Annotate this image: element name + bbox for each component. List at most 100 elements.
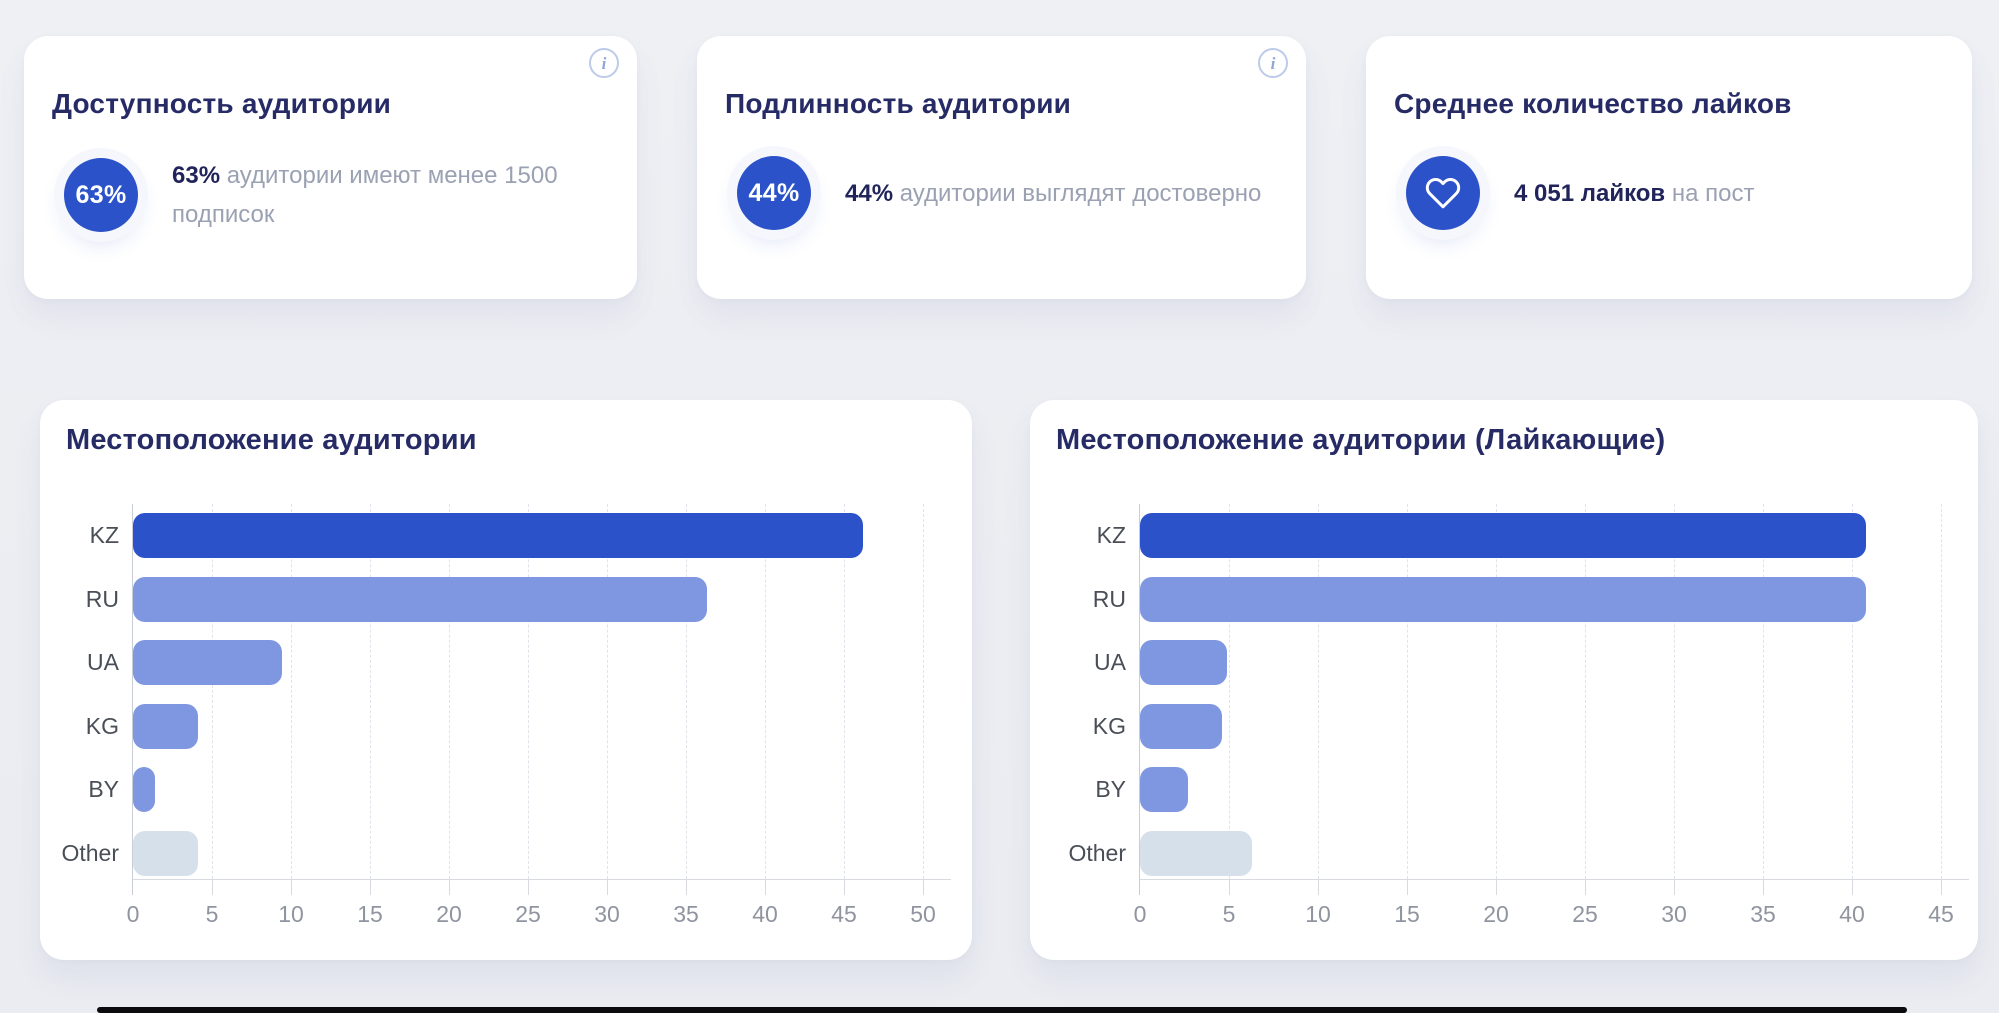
card-title: Доступность аудитории <box>52 88 392 119</box>
x-tick-label: 15 <box>357 901 383 927</box>
gridline <box>1852 504 1853 879</box>
gridline <box>765 504 766 879</box>
axis-tick <box>923 879 924 895</box>
y-category-label: KG <box>85 712 119 739</box>
x-tick-label: 10 <box>278 901 304 927</box>
x-tick-label: 35 <box>1750 901 1776 927</box>
axis-tick <box>528 879 529 895</box>
axis-tick <box>1318 879 1319 895</box>
x-tick-label: 0 <box>1133 901 1147 927</box>
gridline <box>1941 504 1942 879</box>
card-audience-availability: Доступность аудитории i 63% 63% аудитори… <box>24 36 637 299</box>
x-axis-line <box>1140 879 1969 880</box>
gridline <box>844 504 845 879</box>
axis-tick <box>449 879 450 895</box>
plot: 0 5 10 15 20 25 30 35 40 45 KZ RU UA KG BY Other <box>1068 504 1969 927</box>
x-tick-label: 20 <box>1483 901 1509 927</box>
y-axis-line <box>132 504 133 895</box>
gridline <box>1406 504 1408 879</box>
stat-value: 44% <box>845 179 894 207</box>
plot: 0 5 10 15 20 25 30 35 40 45 50 KZ RU UA KG BY Other <box>61 504 951 927</box>
stat-row: 44% 44% аудитории выглядят достоверно <box>737 156 1305 230</box>
info-icon[interactable]: i <box>589 48 619 78</box>
x-tick-label: 5 <box>1222 901 1236 927</box>
gridline <box>1673 504 1675 879</box>
gridline <box>1496 504 1497 879</box>
axis-tick <box>291 879 292 895</box>
chart-title: Местоположение аудитории <box>66 424 477 456</box>
axis-tick <box>1763 879 1764 895</box>
percent-badge: 44% <box>737 156 811 230</box>
card-average-likes: Среднее количество лайков 4 051 лайков н… <box>1366 36 1972 299</box>
stat-row: 63% 63% аудитории имеют менее 1500 подпи… <box>64 156 602 234</box>
gridline <box>1229 504 1230 879</box>
axis-tick <box>1585 879 1586 895</box>
stat-description: аудитории имеют менее 1500 подписок <box>172 162 558 228</box>
bar-ua <box>133 640 282 685</box>
bar-ru <box>1140 576 1867 622</box>
stat-text: 4 051 лайков на пост <box>1514 174 1944 213</box>
y-category-label: KZ <box>1096 522 1126 548</box>
y-category-label: RU <box>85 585 119 612</box>
bar-kz <box>133 513 863 558</box>
stat-text: 44% аудитории выглядят достоверно <box>845 174 1305 213</box>
bar-kz <box>1140 513 1867 558</box>
axis-tick <box>1496 879 1497 895</box>
y-category-label: UA <box>1094 649 1126 675</box>
y-category-label: RU <box>1092 585 1126 612</box>
card-audience-authenticity: Подлинность аудитории i 44% 44% аудитори… <box>697 36 1306 299</box>
y-category-label: Other <box>1068 839 1126 866</box>
stat-description: на пост <box>1665 179 1755 207</box>
stat-value: 63% <box>172 162 221 189</box>
gridline <box>923 504 924 879</box>
gridline <box>1318 504 1319 879</box>
y-category-label: UA <box>87 649 119 675</box>
gridline <box>1585 504 1586 879</box>
bar-by <box>1140 767 1189 812</box>
chart-card-audience-location-likers: Местоположение аудитории (Лайкающие) 0 5 1… <box>1030 400 1978 960</box>
chart-card-audience-location: Местоположение аудитории 0 5 10 15 20 25 30 35 4… <box>40 400 972 960</box>
axis-tick <box>844 879 845 895</box>
y-category-label: BY <box>88 776 119 802</box>
y-category-label: KZ <box>89 522 119 548</box>
bar-by <box>133 767 156 812</box>
bar-other <box>133 830 198 876</box>
x-axis-line <box>133 879 951 880</box>
gridline <box>1763 504 1764 879</box>
y-category-label: Other <box>61 839 119 866</box>
x-tick-label: 30 <box>594 901 620 927</box>
bottom-edge-bar <box>97 1007 1907 1013</box>
x-tick-label: 30 <box>1661 901 1687 927</box>
x-tick-label: 0 <box>126 901 140 927</box>
axis-tick <box>212 879 213 895</box>
axis-tick <box>1673 879 1675 895</box>
heart-badge <box>1406 156 1480 230</box>
x-tick-label: 15 <box>1394 901 1420 927</box>
x-tick-label: 5 <box>205 901 219 927</box>
heart-icon <box>1425 178 1461 209</box>
chart-title: Местоположение аудитории (Лайкающие) <box>1056 424 1666 456</box>
axis-tick <box>607 879 608 895</box>
axis-tick <box>370 879 371 895</box>
card-title: Подлинность аудитории <box>725 88 1072 119</box>
stat-row: 4 051 лайков на пост <box>1406 156 1944 230</box>
x-tick-label: 50 <box>910 901 936 927</box>
axis-tick <box>1229 879 1230 895</box>
card-title: Среднее количество лайков <box>1394 88 1792 119</box>
stat-description: аудитории выглядят достоверно <box>893 179 1262 207</box>
axis-tick <box>1941 879 1942 895</box>
x-tick-label: 20 <box>436 901 462 927</box>
gridline <box>528 504 529 879</box>
axis-tick <box>1406 879 1408 895</box>
gridline <box>212 504 213 879</box>
bar-kg <box>133 703 198 749</box>
x-tick-label: 10 <box>1305 901 1331 927</box>
bar-ua <box>1140 640 1228 685</box>
y-category-label: BY <box>1095 776 1126 802</box>
info-icon[interactable]: i <box>1258 48 1288 78</box>
x-tick-label: 25 <box>1572 901 1598 927</box>
x-tick-label: 45 <box>1928 901 1954 927</box>
bar-ru <box>133 576 707 622</box>
bar-kg <box>1140 703 1222 749</box>
y-category-label: KG <box>1092 712 1126 739</box>
